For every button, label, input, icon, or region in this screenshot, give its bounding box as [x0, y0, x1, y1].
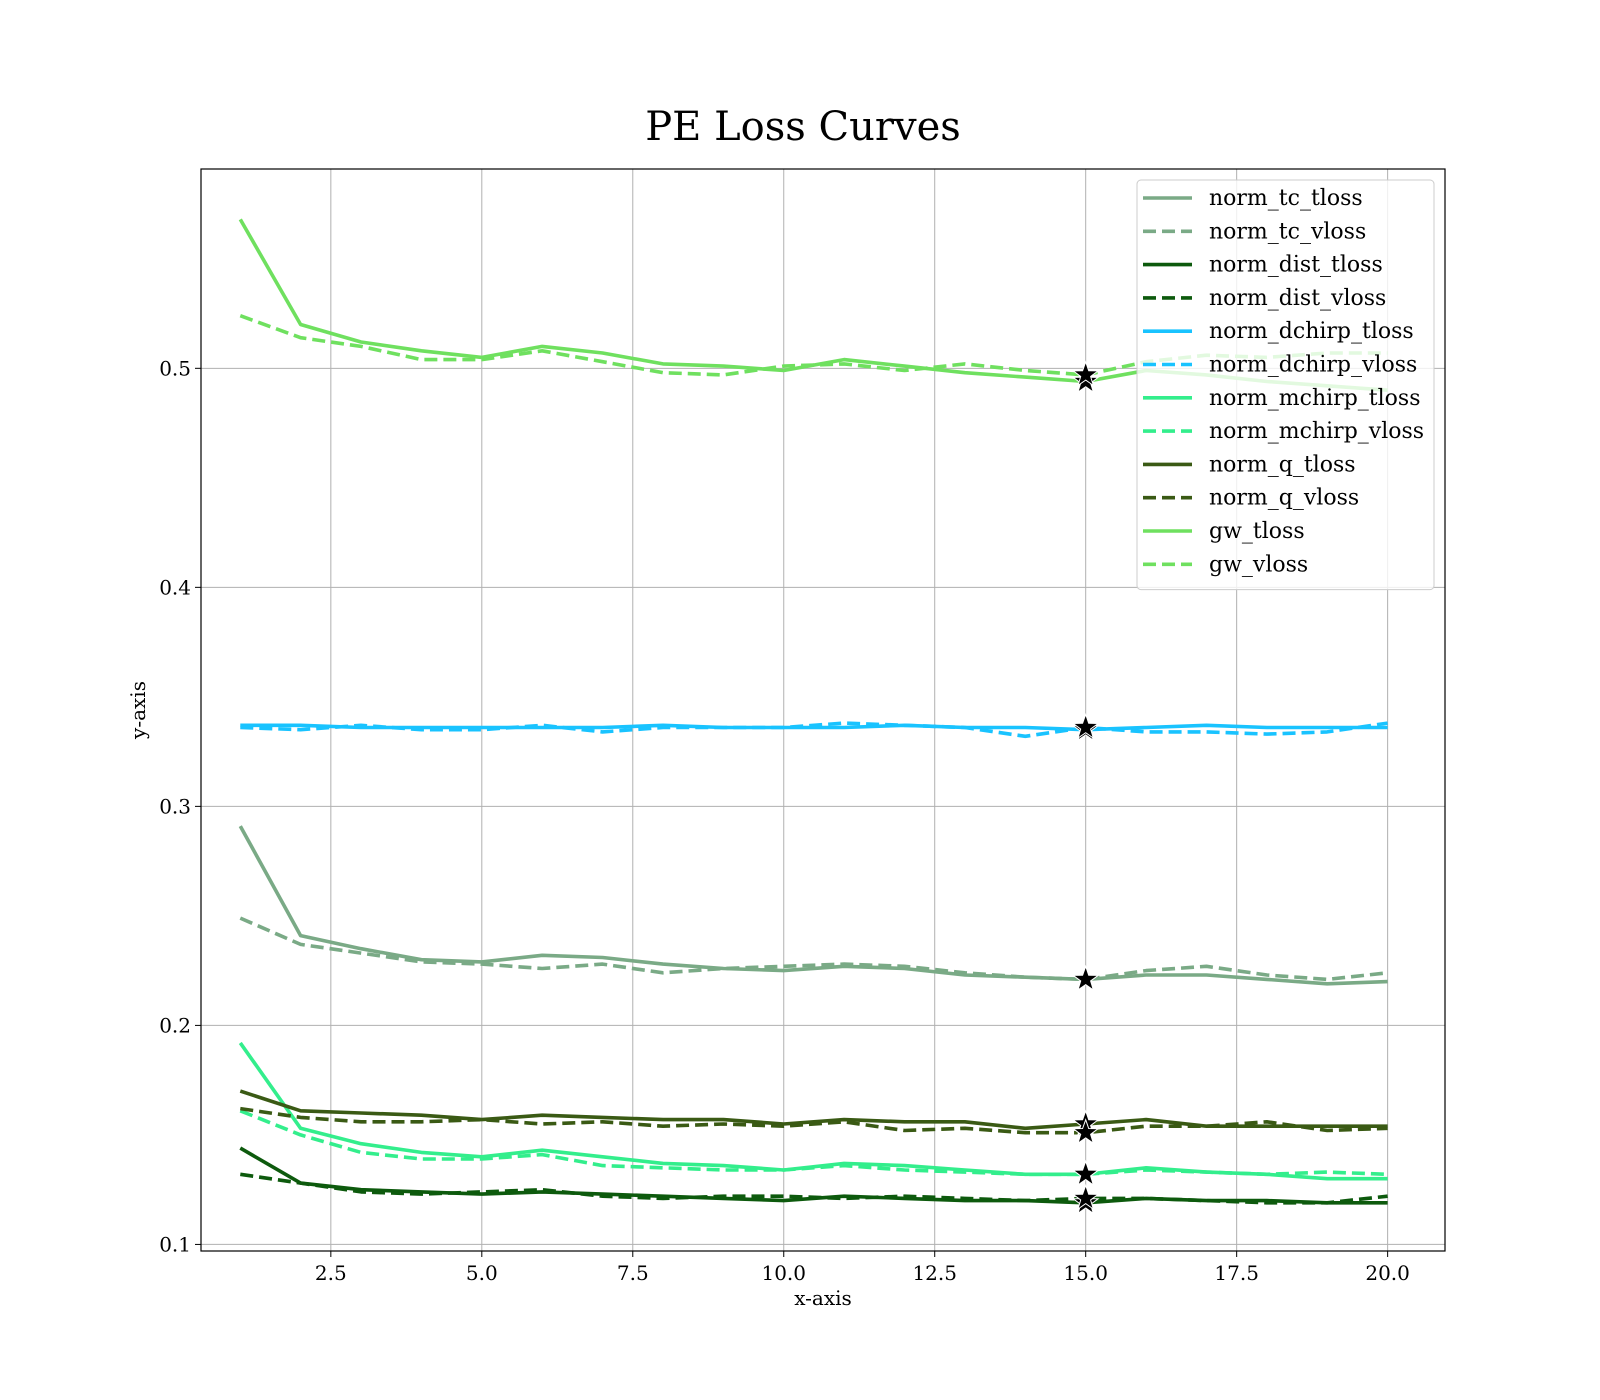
legend-box: [1136, 179, 1435, 591]
legend-label-norm_tc_tloss: norm_tc_tloss: [1209, 186, 1363, 211]
plot-frame: [200, 168, 1446, 1252]
legend-label-norm_mchirp_tloss: norm_mchirp_tloss: [1209, 386, 1420, 411]
best-epoch-star-norm_tc_vloss: [1071, 964, 1100, 992]
legend: norm_tc_tloss norm_tc_vloss norm_dist_tlos…: [1136, 179, 1435, 591]
y-tick-label: 0.5: [159, 356, 191, 380]
legend-label-norm_dist_vloss: norm_dist_vloss: [1209, 286, 1386, 311]
x-tick-label: 2.5: [315, 1261, 347, 1285]
series-line-gw_vloss: [239, 314, 1388, 377]
legend-label-gw_vloss: gw_vloss: [1209, 552, 1308, 577]
x-tick-label: 12.5: [912, 1261, 957, 1285]
series-line-norm_q_vloss: [240, 1106, 1388, 1135]
x-tick-label: 20.0: [1365, 1261, 1410, 1285]
series-line-norm_mchirp_vloss: [239, 1109, 1388, 1177]
legend-label-norm_dchirp_vloss: norm_dchirp_vloss: [1209, 353, 1417, 378]
best-epoch-star-norm_q_vloss: [1071, 1118, 1100, 1145]
y-tick-label: 0.2: [159, 1013, 191, 1037]
legend-label-norm_tc_vloss: norm_tc_vloss: [1209, 219, 1366, 244]
x-tick-label: 5.0: [466, 1261, 498, 1285]
legend-label-norm_q_tloss: norm_q_tloss: [1209, 452, 1356, 477]
series-line-norm_tc_vloss: [239, 916, 1388, 982]
best-epoch-star-norm_mchirp_vloss: [1071, 1159, 1100, 1187]
best-epoch-star-norm_dchirp_vloss: [1071, 712, 1100, 740]
x-tick-label: 10.0: [761, 1261, 806, 1285]
legend-label-gw_tloss: gw_tloss: [1209, 519, 1305, 544]
series-line-norm_dchirp_tloss: [240, 723, 1388, 732]
y-tick-label: 0.4: [159, 575, 191, 599]
best-epoch-markers: [1071, 360, 1100, 1215]
series-line-norm_dist_vloss: [240, 1172, 1388, 1205]
series-line-norm_dchirp_vloss: [240, 721, 1388, 739]
x-tick-label: 17.5: [1214, 1261, 1259, 1285]
legend-label-norm_dchirp_tloss: norm_dchirp_tloss: [1209, 319, 1414, 344]
legend-label-norm_dist_tloss: norm_dist_tloss: [1209, 253, 1383, 278]
x-tick-label: 7.5: [617, 1261, 649, 1285]
series-line-norm_tc_tloss: [238, 825, 1388, 986]
axis-ticks: 2.5 5.0 7.5 10.0 12.5 15.0 17.5 20.0 0.1 0.2 0.3 0.…: [159, 356, 1410, 1285]
legend-label-norm_mchirp_vloss: norm_mchirp_vloss: [1209, 419, 1424, 444]
y-tick-label: 0.3: [159, 794, 191, 818]
best-epoch-star-norm_dist_vloss: [1071, 1183, 1100, 1211]
x-axis-label: x-axis: [794, 1286, 852, 1310]
best-epoch-star-gw_vloss: [1071, 360, 1100, 387]
y-axis-label: y-axis: [126, 681, 150, 740]
x-tick-label: 15.0: [1063, 1261, 1108, 1285]
y-tick-label: 0.1: [159, 1232, 191, 1256]
legend-label-norm_q_vloss: norm_q_vloss: [1209, 486, 1359, 511]
chart-title: PE Loss Curves: [645, 104, 961, 150]
